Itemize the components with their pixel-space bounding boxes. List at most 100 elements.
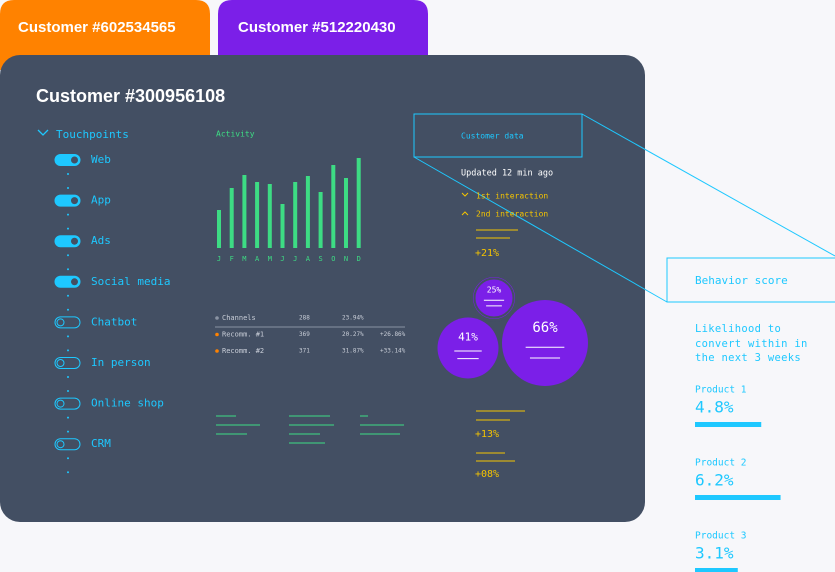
dot: [67, 308, 69, 311]
highlight-box: [413, 113, 583, 158]
bar: [305, 176, 310, 248]
x-tick-label: M: [268, 255, 272, 263]
product-value: 3.1%: [695, 544, 734, 563]
touchpoint-label[interactable]: Ads: [91, 234, 111, 247]
tab[interactable]: [0, 0, 210, 70]
bubble: [502, 300, 588, 386]
bar: [331, 165, 336, 248]
toggle-knob: [56, 399, 65, 408]
change: +08%: [475, 469, 499, 480]
bar: [280, 204, 285, 248]
toggle-knob: [71, 156, 78, 164]
bar: [356, 158, 361, 248]
placeholder-lines: [476, 229, 525, 462]
dot: [67, 416, 69, 419]
touchpoint-label[interactable]: App: [91, 194, 111, 207]
tab[interactable]: [218, 0, 428, 70]
table-cell: Recomm. #2: [222, 347, 264, 355]
table-cell: Recomm. #1: [222, 331, 264, 339]
toggle[interactable]: [54, 357, 81, 369]
dot: [67, 376, 69, 378]
touchpoint-label[interactable]: In person: [91, 356, 151, 369]
touchpoint-label[interactable]: Online shop: [91, 397, 164, 410]
touchpoint-label[interactable]: CRM: [91, 437, 111, 450]
table-cell: +26.86%: [380, 331, 406, 338]
toggle-knob: [56, 318, 65, 327]
behavior-box: [666, 257, 835, 303]
table-cell: 23.94%: [342, 315, 364, 322]
x-tick-label: A: [306, 255, 311, 263]
bubble-label: 25%: [487, 286, 502, 295]
touchpoint-label[interactable]: Chatbot: [91, 315, 137, 328]
table-cell: Channels: [222, 314, 256, 322]
toggle-knob: [71, 197, 78, 205]
toggle-knob: [71, 237, 78, 245]
bubble-label: 41%: [458, 330, 478, 343]
product-name: Product 3: [695, 531, 746, 542]
row-dot: [215, 349, 219, 353]
chevron[interactable]: [461, 192, 469, 197]
dot: [67, 390, 69, 392]
table-cell: 20.27%: [342, 331, 364, 338]
table-cell: 371: [299, 348, 310, 355]
x-tick-label: O: [331, 255, 335, 263]
chart-title: Activity: [216, 130, 255, 139]
dot: [67, 227, 69, 230]
dot: [67, 294, 69, 297]
dot: [67, 457, 69, 460]
bubble: [437, 317, 499, 379]
x-tick-label: F: [230, 255, 234, 263]
toggle[interactable]: [54, 316, 81, 329]
bar: [318, 192, 323, 248]
product-bar: [695, 422, 762, 427]
table-cell: 288: [299, 315, 310, 322]
dot: [67, 430, 69, 433]
x-tick-label: J: [280, 255, 284, 263]
toggle-knob: [56, 440, 65, 449]
x-tick-label: J: [217, 255, 221, 263]
tab-label[interactable]: Customer #512220430: [238, 19, 396, 36]
bar: [229, 188, 234, 248]
dot: [67, 213, 69, 216]
x-tick-label: N: [344, 255, 348, 263]
interaction[interactable]: 1st interaction: [476, 192, 548, 201]
updated: Updated 12 min ago: [461, 169, 553, 179]
row-dot: [215, 332, 219, 337]
bar: [344, 178, 348, 248]
chevron[interactable]: [461, 211, 469, 216]
bar: [242, 175, 247, 248]
section-label[interactable]: Touchpoints: [56, 128, 129, 141]
touchpoint-label[interactable]: Social media: [91, 275, 170, 288]
product-value: 4.8%: [695, 398, 734, 417]
card: [0, 55, 645, 522]
x-tick-label: S: [318, 255, 322, 263]
interaction[interactable]: 2nd interaction: [476, 210, 548, 219]
dot: [67, 268, 69, 271]
product-value: 6.2%: [695, 471, 734, 490]
label: Customer data: [461, 132, 524, 141]
x-tick-label: D: [357, 255, 361, 263]
card-title: Customer #300956108: [36, 86, 225, 106]
table-cell: 31.87%: [342, 348, 364, 355]
tab-label[interactable]: Customer #602534565: [18, 19, 176, 36]
placeholder-lines: [216, 415, 404, 444]
bubble-ring: [473, 277, 515, 319]
table-cell: 369: [299, 331, 310, 338]
dot: [67, 254, 69, 257]
bar: [293, 182, 298, 248]
product-name: Product 1: [695, 385, 747, 396]
x-tick-label: M: [242, 255, 246, 263]
product-bar: [695, 568, 738, 572]
toggle[interactable]: [54, 438, 81, 451]
x-tick-label: A: [255, 255, 260, 263]
toggle[interactable]: [54, 397, 81, 410]
bubble-label: 66%: [532, 320, 558, 336]
touchpoint-label[interactable]: Web: [91, 153, 111, 166]
toggle-knob: [71, 278, 78, 286]
change: +13%: [475, 429, 499, 440]
dot: [67, 471, 69, 474]
chevron[interactable]: [37, 129, 49, 136]
dot: [67, 187, 69, 189]
